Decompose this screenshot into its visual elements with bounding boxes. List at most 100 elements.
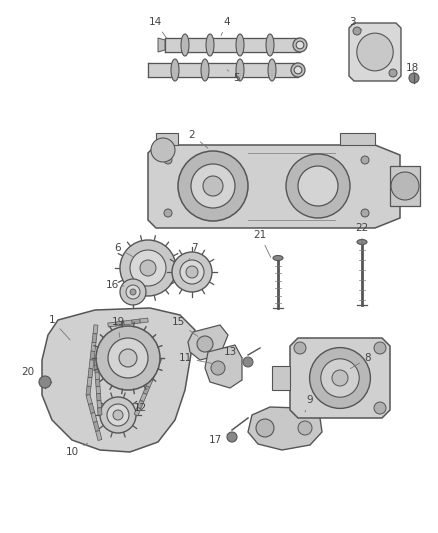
- Circle shape: [120, 240, 176, 296]
- Polygon shape: [205, 345, 242, 388]
- Polygon shape: [95, 379, 100, 386]
- Circle shape: [108, 338, 148, 378]
- Polygon shape: [140, 393, 147, 401]
- Text: 19: 19: [111, 317, 125, 337]
- Polygon shape: [86, 394, 92, 405]
- Polygon shape: [92, 334, 97, 343]
- Polygon shape: [42, 308, 195, 452]
- Circle shape: [180, 260, 204, 284]
- Polygon shape: [91, 413, 97, 423]
- Polygon shape: [148, 145, 400, 228]
- Ellipse shape: [268, 59, 276, 81]
- Polygon shape: [134, 407, 141, 416]
- Text: 22: 22: [355, 223, 369, 245]
- Circle shape: [389, 69, 397, 77]
- Circle shape: [140, 260, 156, 276]
- Circle shape: [361, 209, 369, 217]
- Polygon shape: [88, 368, 93, 378]
- Circle shape: [243, 357, 253, 367]
- Ellipse shape: [294, 66, 302, 74]
- Polygon shape: [96, 386, 100, 394]
- Ellipse shape: [357, 33, 393, 71]
- Circle shape: [130, 250, 166, 286]
- Polygon shape: [108, 322, 116, 327]
- Circle shape: [172, 252, 212, 292]
- Circle shape: [107, 404, 129, 426]
- Text: 3: 3: [349, 17, 362, 30]
- Circle shape: [151, 138, 175, 162]
- Circle shape: [286, 154, 350, 218]
- Ellipse shape: [266, 34, 274, 56]
- Polygon shape: [90, 351, 95, 360]
- Circle shape: [164, 209, 172, 217]
- Circle shape: [374, 342, 386, 354]
- Text: 4: 4: [221, 17, 230, 36]
- Polygon shape: [97, 401, 102, 408]
- Polygon shape: [155, 357, 162, 366]
- Polygon shape: [94, 358, 99, 365]
- Polygon shape: [88, 403, 95, 414]
- Circle shape: [294, 342, 306, 354]
- Ellipse shape: [201, 59, 209, 81]
- Polygon shape: [248, 407, 322, 450]
- Ellipse shape: [236, 34, 244, 56]
- Text: 21: 21: [253, 230, 271, 257]
- Text: 12: 12: [128, 403, 147, 413]
- Circle shape: [39, 376, 51, 388]
- Ellipse shape: [293, 38, 307, 52]
- Circle shape: [256, 419, 274, 437]
- Text: 5: 5: [227, 70, 240, 83]
- Polygon shape: [89, 360, 94, 369]
- Ellipse shape: [171, 59, 179, 81]
- Circle shape: [361, 156, 369, 164]
- Circle shape: [126, 285, 140, 299]
- Polygon shape: [86, 386, 91, 395]
- Text: 2: 2: [189, 130, 208, 148]
- Circle shape: [353, 27, 361, 35]
- Circle shape: [409, 73, 419, 83]
- Circle shape: [298, 421, 312, 435]
- Circle shape: [113, 410, 123, 420]
- Circle shape: [321, 359, 359, 397]
- Polygon shape: [95, 431, 102, 440]
- Polygon shape: [96, 393, 101, 401]
- Polygon shape: [116, 321, 124, 326]
- Ellipse shape: [181, 34, 189, 56]
- Circle shape: [211, 361, 225, 375]
- Ellipse shape: [291, 63, 305, 77]
- Circle shape: [332, 370, 348, 386]
- Circle shape: [298, 166, 338, 206]
- Text: 13: 13: [223, 347, 243, 358]
- Polygon shape: [132, 319, 140, 324]
- Circle shape: [96, 326, 160, 390]
- Text: 8: 8: [350, 353, 371, 369]
- Polygon shape: [349, 23, 401, 81]
- Polygon shape: [340, 133, 375, 145]
- Circle shape: [191, 164, 235, 208]
- Circle shape: [130, 289, 136, 295]
- Circle shape: [197, 336, 213, 352]
- Text: 1: 1: [49, 315, 70, 340]
- Polygon shape: [146, 378, 153, 387]
- Text: 15: 15: [171, 317, 198, 336]
- Circle shape: [120, 279, 146, 305]
- Polygon shape: [188, 325, 228, 360]
- Circle shape: [178, 151, 248, 221]
- Circle shape: [227, 432, 237, 442]
- Text: 11: 11: [178, 353, 212, 364]
- Polygon shape: [156, 133, 178, 145]
- Ellipse shape: [236, 59, 244, 81]
- Text: 14: 14: [148, 17, 166, 38]
- Polygon shape: [95, 372, 99, 379]
- Text: 7: 7: [189, 243, 197, 260]
- Text: 18: 18: [406, 63, 419, 73]
- Text: 16: 16: [106, 280, 124, 290]
- Polygon shape: [152, 365, 159, 373]
- Ellipse shape: [206, 34, 214, 56]
- Polygon shape: [137, 400, 144, 409]
- Polygon shape: [290, 338, 390, 418]
- Circle shape: [374, 402, 386, 414]
- Circle shape: [164, 156, 172, 164]
- Circle shape: [186, 266, 198, 278]
- Polygon shape: [98, 408, 102, 415]
